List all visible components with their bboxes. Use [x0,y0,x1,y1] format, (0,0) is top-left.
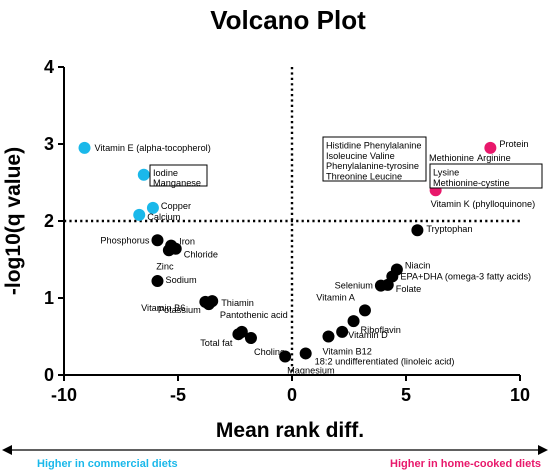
y-tick-label: 0 [44,365,54,385]
direction-label-home-cooked: Higher in home-cooked diets [390,458,541,470]
x-ticks: -10 -5 0 5 10 [51,375,530,405]
arrow-left-head [2,445,12,455]
y-tick-label: 1 [44,288,54,308]
x-tick-label: 10 [510,385,530,405]
box-line: Phenylalanine-tyrosine [326,161,419,171]
point-label: Copper [161,201,191,211]
point-label: Folate [396,284,422,294]
point-label: Pantothenic acid [220,310,288,320]
data-point [244,332,257,345]
point-label: Niacin [405,261,431,271]
point-label: Vitamin D [348,330,388,340]
point-label: Zinc [156,261,174,271]
point-label: 18:2 undifferentiated (linoleic acid) [315,356,455,366]
y-tick-label: 3 [44,134,54,154]
free-label: Methionine [429,153,474,163]
data-point [151,234,164,247]
point-label: Vitamin E (alpha-tocopherol) [95,143,211,153]
box-line: Threonine Leucine [326,172,402,182]
point-label: Thiamin [221,298,254,308]
point-label: Vitamin B12 [322,347,371,357]
point-label: Sodium [165,275,196,285]
data-point [299,347,312,360]
point-label: Vitamin A [316,292,356,302]
x-tick-label: -5 [170,385,186,405]
x-axis-title: Mean rank diff. [216,419,364,442]
box-line: Isoleucine Valine [326,151,395,161]
data-point [78,141,91,154]
point-labels: Vitamin E (alpha-tocopherol) CopperCalciu… [95,139,536,376]
data-point [358,304,371,317]
point-label: Magnesium [287,366,335,376]
data-point [411,224,424,237]
box-line: Iodine [153,168,178,178]
data-point [484,141,497,154]
label-box-lysine-methionine [429,163,543,189]
point-label: Tryptophan [426,224,472,234]
chart-title: Volcano Plot [210,5,366,35]
box-line: Lysine [433,168,459,178]
point-label: Vitamin B6 [141,303,185,313]
point-label: Potassium [158,305,201,315]
data-point [381,278,394,291]
point-label: Iron [179,237,195,247]
y-tick-label: 2 [44,211,54,231]
point-label: EPA+DHA (omega-3 fatty acids) [400,271,531,281]
box-line: Manganese [153,178,201,188]
data-point [137,168,150,181]
data-point [146,201,159,214]
direction-label-commercial: Higher in commercial diets [37,458,178,470]
data-point [232,328,245,341]
data-point [202,298,215,311]
point-label: Selenium [335,281,374,291]
box-line: Methionine-cystine [433,178,510,188]
point-label: Protein [499,139,528,149]
y-axis-title: -log10(q value) [2,147,25,295]
x-tick-label: 0 [287,385,297,405]
arrow-right-head [538,445,548,455]
y-tick-label: 4 [44,57,54,77]
point-label: Phosphorus [100,235,149,245]
direction-arrow: Higher in commercial diets Higher in hom… [2,445,548,470]
free-label: Arginine [477,153,511,163]
y-ticks: 0 1 2 3 4 [44,57,64,385]
data-point [133,208,146,221]
point-label: Total fat [200,338,233,348]
threshold-lines [64,67,520,375]
data-point [322,330,335,343]
point-label: Vitamin K (phylloquinone) [431,199,536,209]
point-label: Chloride [184,250,218,260]
point-label: Calcium [147,212,181,222]
x-tick-label: 5 [401,385,411,405]
data-point [162,244,175,257]
x-tick-label: -10 [51,385,77,405]
label-box-amino-acids [322,136,427,182]
data-point [347,315,360,328]
label-box-iodine-manganese [149,164,208,187]
data-point [336,325,349,338]
point-label: Riboflavin [361,325,401,335]
point-label: Choline [254,347,285,357]
box-line: Histidine Phenylalanine [326,140,422,150]
data-point [279,350,292,363]
data-point [151,275,164,288]
